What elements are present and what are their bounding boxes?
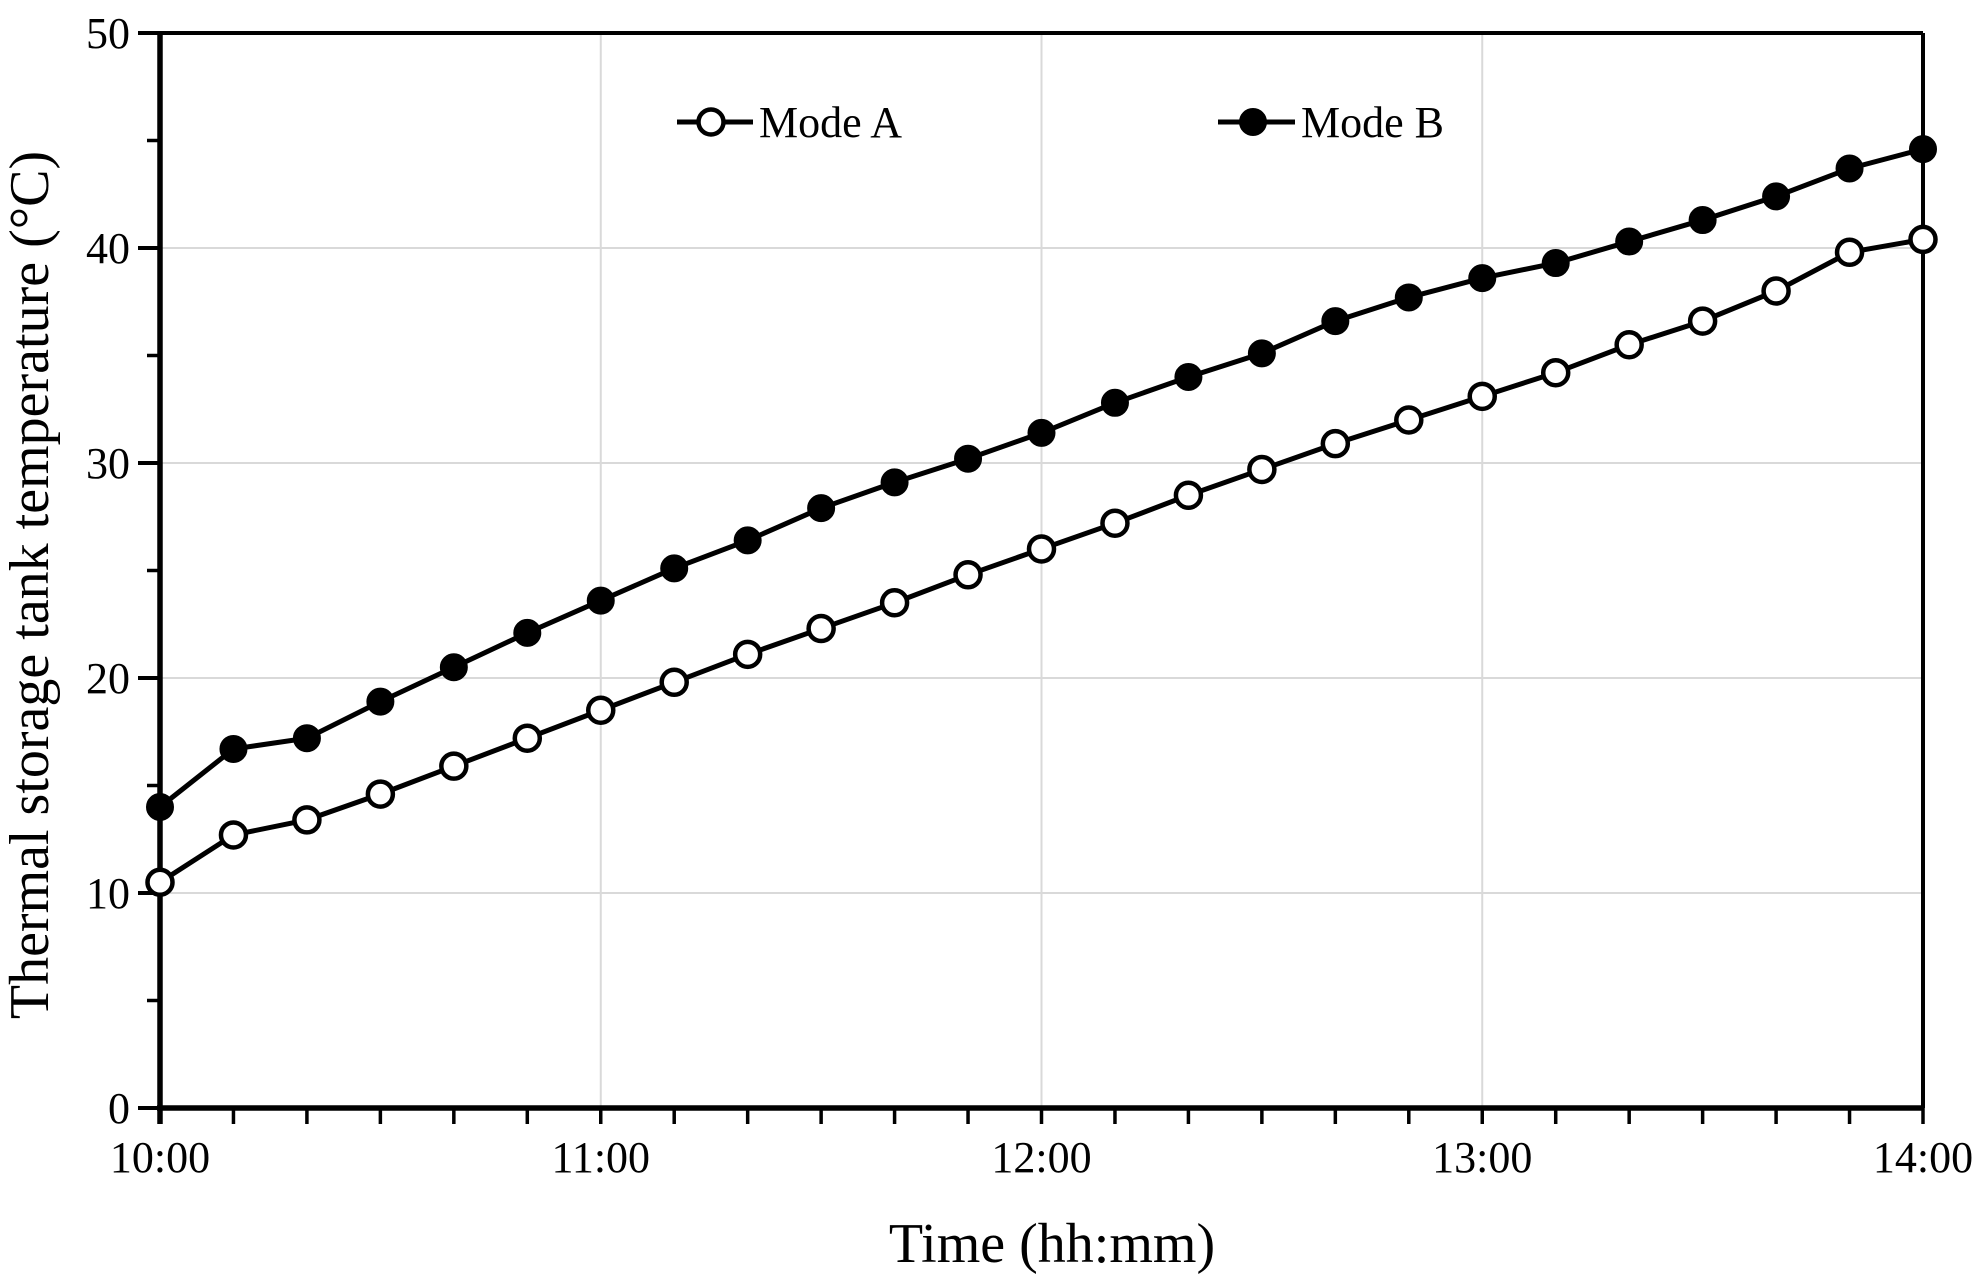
gridlines <box>160 33 1923 1108</box>
mode-a-marker <box>879 588 910 618</box>
mode-a-marker <box>512 723 543 753</box>
mode-a-open-circle-icon <box>696 107 726 137</box>
mode-b-marker <box>586 586 615 615</box>
mode-a-marker <box>1687 306 1718 336</box>
mode-a-marker <box>732 639 763 670</box>
x-tick-label: 13:00 <box>1432 1133 1532 1182</box>
y-tick-label: 40 <box>86 224 130 273</box>
mode-a-marker <box>292 805 322 835</box>
legend-item-mode-a: Mode A <box>677 98 902 147</box>
mode-b-marker <box>1027 418 1056 447</box>
mode-a-marker <box>1834 237 1865 268</box>
mode-b-marker <box>1688 206 1717 235</box>
y-tick-label: 50 <box>86 9 130 58</box>
mode-a-marker <box>586 695 616 725</box>
mode-a-marker <box>1614 330 1644 360</box>
mode-b-marker <box>660 554 689 583</box>
data-series <box>145 135 1938 897</box>
mode-b-marker <box>733 526 762 555</box>
y-tick-label: 20 <box>86 654 130 703</box>
legend-label-mode-a: Mode A <box>759 98 902 147</box>
mode-a-marker <box>365 779 396 809</box>
y-tick-label: 30 <box>86 439 130 488</box>
mode-a-marker <box>145 867 175 897</box>
mode-a-marker <box>1026 534 1057 564</box>
mode-b-marker <box>219 734 248 763</box>
mode-a-marker <box>953 560 983 590</box>
mode-b-marker <box>513 618 542 647</box>
mode-b-marker <box>1615 227 1644 256</box>
y-tick-label: 0 <box>108 1084 130 1133</box>
mode-b-marker <box>1100 388 1129 417</box>
x-axis-title: Time (hh:mm) <box>889 1213 1215 1275</box>
tick-marks <box>138 31 1925 1124</box>
mode-a-marker <box>659 667 689 698</box>
mode-b-marker <box>1468 264 1497 293</box>
mode-b-marker <box>880 468 909 497</box>
mode-a-marker <box>1247 454 1277 485</box>
mode-a-marker <box>1908 224 1938 255</box>
mode-b-filled-circle-icon <box>1239 108 1267 136</box>
y-axis-title: Thermal storage tank temperature (°C) <box>0 151 61 1019</box>
mode-b-marker <box>366 687 395 716</box>
mode-b-marker <box>1174 363 1203 391</box>
mode-b-marker <box>1394 283 1423 312</box>
mode-b-marker <box>146 793 174 821</box>
legend: Mode A Mode B <box>677 98 1444 147</box>
mode-b-marker <box>1247 339 1276 368</box>
mode-b-marker <box>1321 307 1350 336</box>
mode-a-marker <box>1173 480 1204 510</box>
mode-b-marker <box>1909 135 1937 164</box>
x-tick-label: 12:00 <box>991 1133 1091 1182</box>
mode-a-marker <box>1394 405 1424 435</box>
mode-a-marker <box>1761 276 1791 306</box>
mode-b-marker <box>807 494 836 523</box>
mode-b-marker <box>1835 154 1864 183</box>
mode-a-marker <box>1320 428 1351 459</box>
mode-a-marker <box>218 820 249 850</box>
x-tick-label: 14:00 <box>1873 1133 1973 1182</box>
mode-a-marker <box>1100 508 1130 538</box>
plot-border <box>157 31 1925 1124</box>
mode-a-marker <box>439 751 469 781</box>
mode-b-marker <box>292 724 321 753</box>
mode-b-marker <box>954 444 983 473</box>
mode-b-marker <box>1541 249 1570 278</box>
y-tick-label: 10 <box>86 869 130 918</box>
mode-a-marker <box>1467 381 1497 412</box>
mode-b-marker <box>439 653 468 682</box>
x-tick-label: 10:00 <box>110 1133 210 1182</box>
tick-labels: 0 10 20 30 40 50 10:00 11:00 12:00 13:00 14:00 <box>86 9 1973 1182</box>
mode-a-marker <box>806 613 836 644</box>
legend-item-mode-b: Mode B <box>1218 98 1444 147</box>
mode-a-marker <box>1540 357 1571 388</box>
x-tick-label: 11:00 <box>551 1133 650 1182</box>
mode-b-marker <box>1762 182 1791 211</box>
legend-label-mode-b: Mode B <box>1301 98 1444 147</box>
